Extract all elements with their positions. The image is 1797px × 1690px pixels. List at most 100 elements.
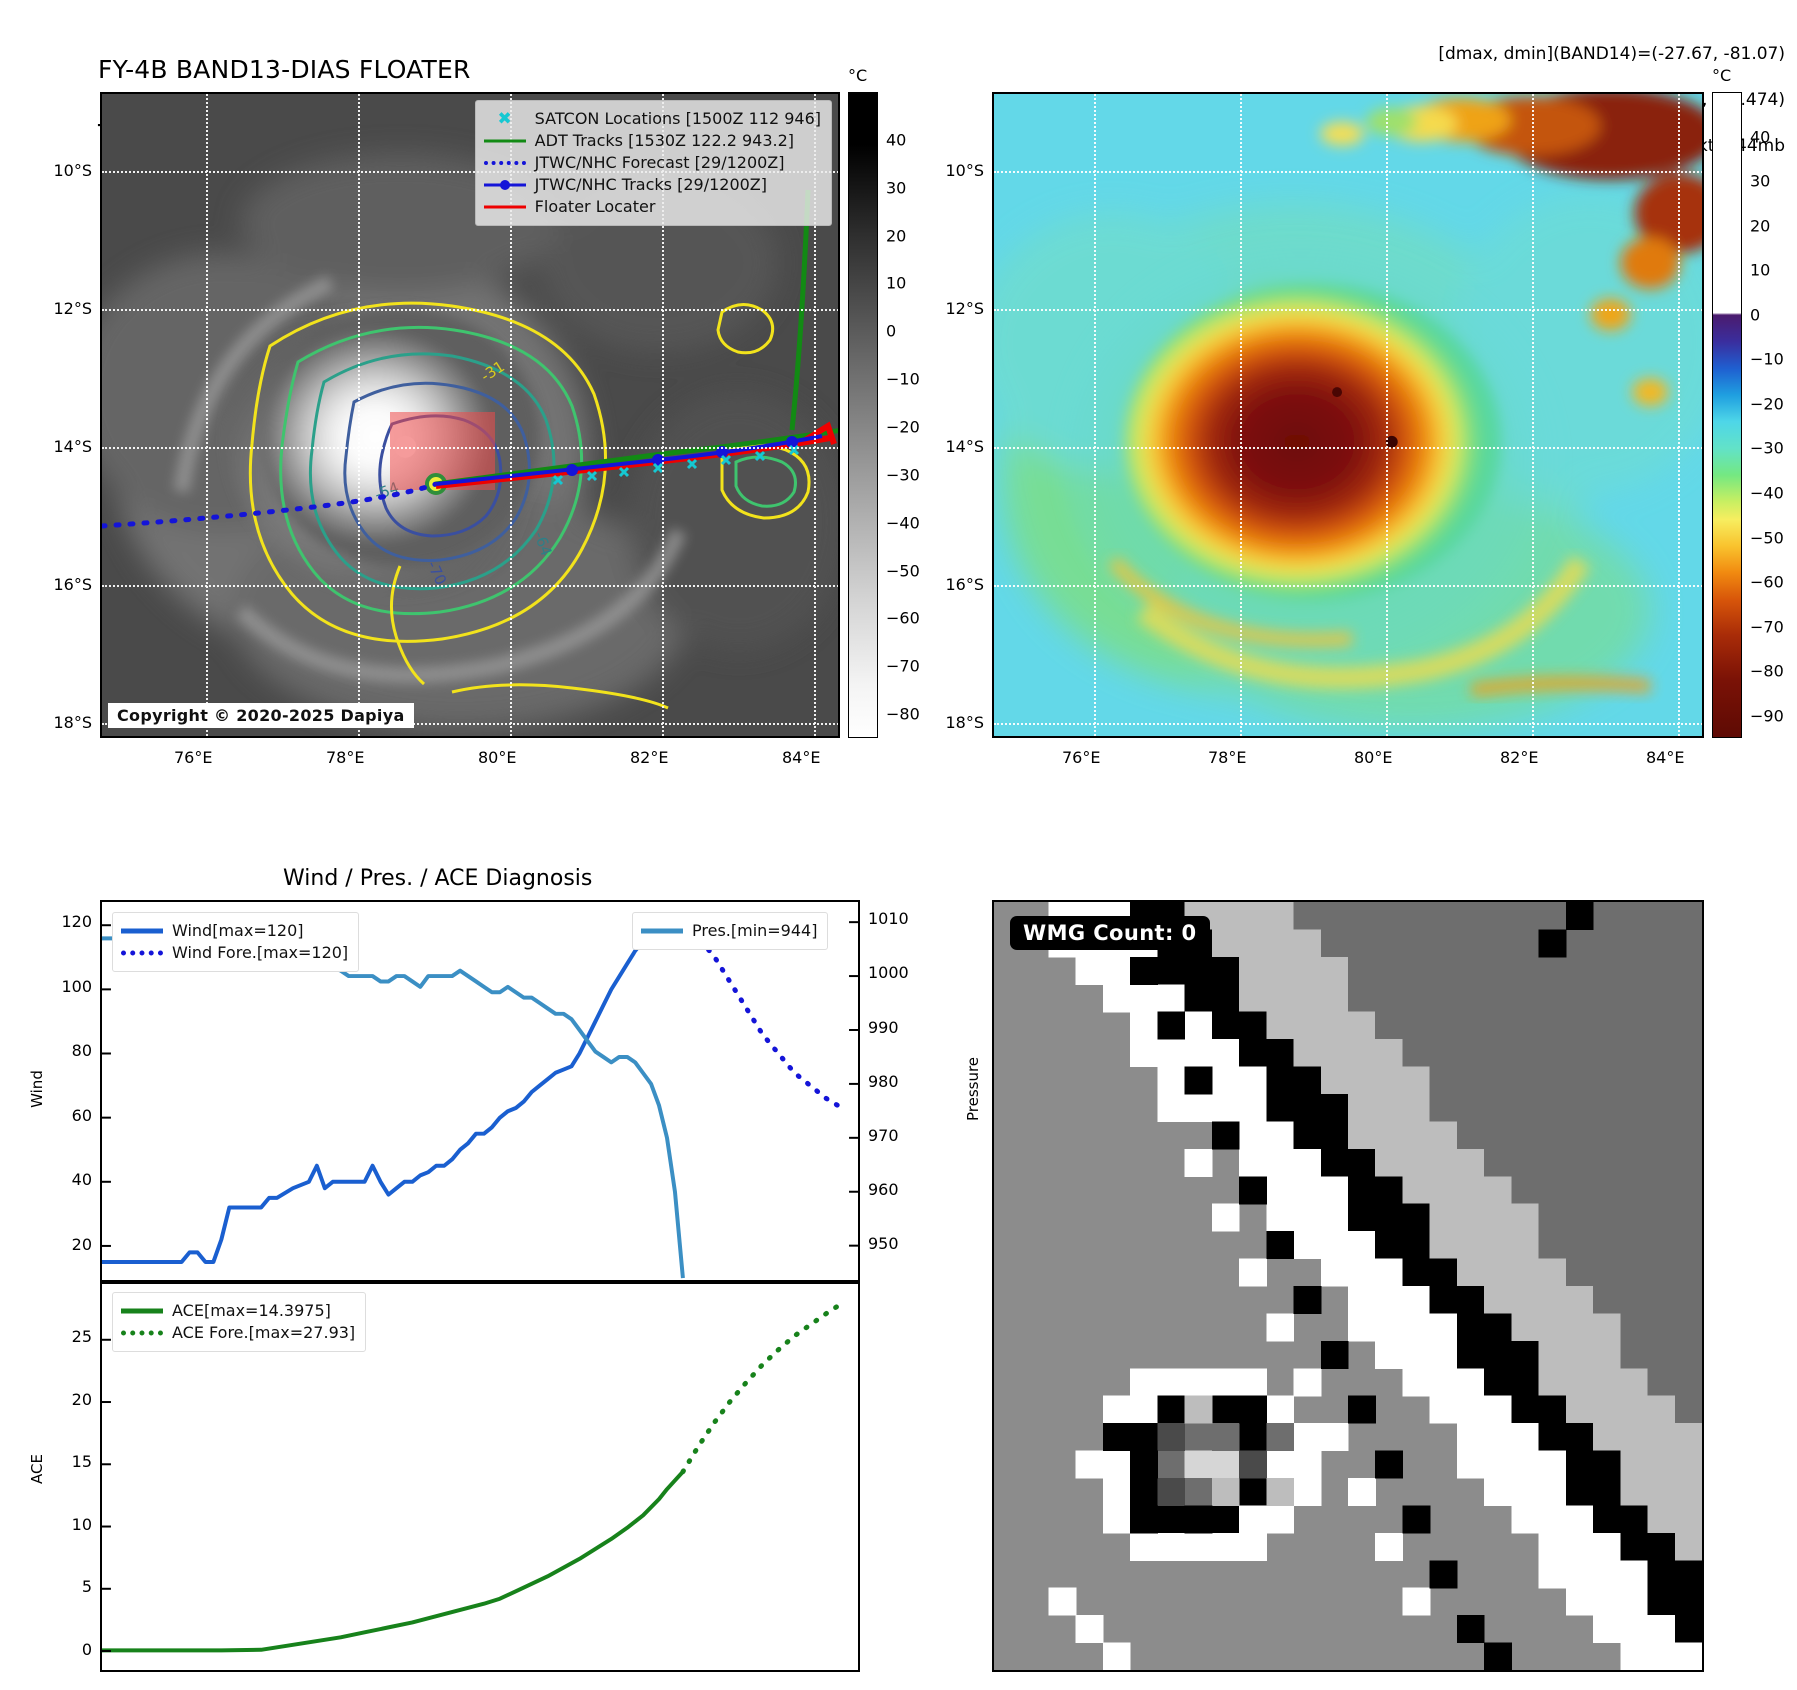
floater-line-icon bbox=[483, 200, 526, 214]
colorbar-tick: 20 bbox=[1750, 216, 1771, 236]
colorbar-tick: −60 bbox=[886, 608, 920, 628]
legend-item-ace-forecast: ACE Fore.[max=27.93] bbox=[121, 1322, 355, 1344]
gridline-lat-14s bbox=[102, 447, 838, 449]
axis-tick-label: 25 bbox=[71, 1327, 92, 1347]
wv-lat-tick: 10°S bbox=[945, 161, 984, 180]
legend-label: JTWC/NHC Forecast [29/1200Z] bbox=[534, 153, 785, 173]
axis-tick-label: 80 bbox=[71, 1041, 92, 1061]
axis-tick-label: 40 bbox=[71, 1170, 92, 1190]
series-pres- bbox=[102, 936, 685, 1279]
ir-satellite-image-panel[interactable]: -31 -54 -64 -70 bbox=[100, 92, 840, 738]
contour-label: -31 bbox=[478, 357, 508, 385]
gridline-lon-80e bbox=[510, 94, 512, 736]
colorbar-unit-label: °C bbox=[848, 66, 868, 85]
colorbar-tick: −50 bbox=[1750, 528, 1784, 548]
forecast-dotted-line-icon bbox=[483, 156, 526, 170]
axis-tick-label: 990 bbox=[868, 1017, 899, 1037]
ir-lat-tick: 14°S bbox=[53, 437, 92, 456]
axis-tick-label: 5 bbox=[81, 1577, 92, 1597]
colorbar-tick: 0 bbox=[1750, 305, 1761, 325]
pressure-line-icon bbox=[641, 924, 683, 938]
gridline-lon-82e bbox=[1532, 94, 1534, 736]
legend-item-satcon: ✖ SATCON Locations [1500Z 112 946] bbox=[484, 108, 821, 130]
wind-legend: Wind[max=120] Wind Fore.[max=120] bbox=[112, 912, 360, 972]
copyright-badge: Copyright © 2020-2025 Dapiya bbox=[108, 703, 414, 728]
colorbar-tick: −50 bbox=[886, 561, 920, 581]
legend-item-wind: Wind[max=120] bbox=[121, 920, 348, 942]
wv-satellite-image-panel[interactable] bbox=[992, 92, 1704, 738]
colorbar-tick: −70 bbox=[886, 656, 920, 676]
legend-item-ace: ACE[max=14.3975] bbox=[121, 1300, 355, 1322]
satcon-locations bbox=[552, 444, 800, 486]
legend-label: ACE[max=14.3975] bbox=[172, 1301, 331, 1321]
colorbar-tick: −10 bbox=[1750, 349, 1784, 369]
ace-line-icon bbox=[121, 1304, 163, 1318]
colorbar-tick: −80 bbox=[1750, 661, 1784, 681]
legend-label: SATCON Locations [1500Z 112 946] bbox=[534, 109, 821, 129]
dmax-dmin-band14: [dmax, dmin](BAND14)=(-27.67, -81.07) bbox=[1438, 43, 1785, 64]
page-title-line1: FY-4B BAND13-DIAS FLOATER bbox=[98, 55, 471, 84]
wind-chart-title: Wind / Pres. / ACE Diagnosis bbox=[283, 866, 593, 891]
wv-lon-tick: 76°E bbox=[1062, 748, 1101, 767]
ir-lat-tick: 12°S bbox=[53, 299, 92, 318]
axis-tick-label: 970 bbox=[868, 1126, 899, 1146]
legend-label: JTWC/NHC Tracks [29/1200Z] bbox=[534, 175, 768, 195]
gridline-lat-12s bbox=[994, 309, 1702, 311]
colorbar-tick: −60 bbox=[1750, 572, 1784, 592]
axis-tick-label: 20 bbox=[71, 1234, 92, 1254]
series-wind-fore- bbox=[680, 922, 845, 1111]
gridline-lat-10s bbox=[994, 171, 1702, 173]
gridline-lon-76e bbox=[206, 94, 208, 736]
axis-tick-label: 10 bbox=[71, 1514, 92, 1534]
legend-item-wind-forecast: Wind Fore.[max=120] bbox=[121, 942, 348, 964]
temperature-contours: -31 -54 -64 -70 bbox=[102, 189, 838, 710]
gridline-lat-18s bbox=[994, 723, 1702, 725]
legend-item-adt: ADT Tracks [1530Z 122.2 943.2] bbox=[483, 130, 821, 152]
gridline-lon-84e bbox=[1678, 94, 1680, 736]
colorbar-tick: −20 bbox=[1750, 394, 1784, 414]
legend-label: ACE Fore.[max=27.93] bbox=[172, 1323, 356, 1343]
axis-tick-label: 20 bbox=[71, 1389, 92, 1409]
ace-plot bbox=[102, 1300, 845, 1653]
ir-lon-tick: 78°E bbox=[326, 748, 365, 767]
wmg-count-badge: WMG Count: 0 bbox=[1010, 916, 1210, 950]
gridline-lon-84e bbox=[814, 94, 816, 736]
axis-tick-label: 0 bbox=[81, 1639, 92, 1659]
wv-lat-tick: 18°S bbox=[945, 713, 984, 732]
wv-lat-tick: 12°S bbox=[945, 299, 984, 318]
wmg-imagery bbox=[994, 902, 1702, 1670]
gridline-lat-12s bbox=[102, 309, 838, 311]
pressure-legend: Pres.[min=944] bbox=[632, 912, 829, 950]
track-line-dot-icon bbox=[483, 178, 526, 192]
colorbar-tick: 30 bbox=[1750, 171, 1771, 191]
colorbar-tick: 10 bbox=[1750, 260, 1771, 280]
ace-forecast-dotted-icon bbox=[121, 1326, 163, 1340]
gridline-lon-76e bbox=[1094, 94, 1096, 736]
legend-item-jtwc-tracks: JTWC/NHC Tracks [29/1200Z] bbox=[483, 174, 821, 196]
pressure-axis-label: Pressure bbox=[964, 1056, 982, 1122]
colorbar-tick: 30 bbox=[886, 178, 907, 198]
wmg-analysis-panel[interactable]: WMG Count: 0 bbox=[992, 900, 1704, 1672]
ir-lat-tick: 16°S bbox=[53, 575, 92, 594]
gridline-lon-78e bbox=[358, 94, 360, 736]
ace-legend: ACE[max=14.3975] ACE Fore.[max=27.93] bbox=[112, 1292, 367, 1352]
axis-tick-label: 980 bbox=[868, 1071, 899, 1091]
axis-tick-label: 100 bbox=[61, 976, 92, 996]
colorbar-tick: −40 bbox=[1750, 483, 1784, 503]
gridline-lat-16s bbox=[102, 585, 838, 587]
colorbar-tick: −80 bbox=[886, 704, 920, 724]
contour-label: -70 bbox=[423, 558, 450, 588]
ir-lon-tick: 82°E bbox=[630, 748, 669, 767]
axis-tick-label: 120 bbox=[61, 912, 92, 932]
ace-axis-label: ACE bbox=[28, 1454, 46, 1484]
ir-lon-tick: 84°E bbox=[782, 748, 821, 767]
jtwc-track-points bbox=[566, 436, 798, 476]
wv-colorbar: °C 40 30 20 10 0 −10 −20 −30 −40 −50 −60 −70 −80 −90 bbox=[1712, 66, 1784, 738]
gridline-lon-80e bbox=[1386, 94, 1388, 736]
ir-lat-tick: 10°S bbox=[53, 161, 92, 180]
gridline-lat-14s bbox=[994, 447, 1702, 449]
wind-forecast-dotted-icon bbox=[121, 946, 163, 960]
series-wind bbox=[102, 923, 683, 1264]
contour-label: -64 bbox=[530, 529, 555, 558]
axis-tick-label: 60 bbox=[71, 1105, 92, 1125]
